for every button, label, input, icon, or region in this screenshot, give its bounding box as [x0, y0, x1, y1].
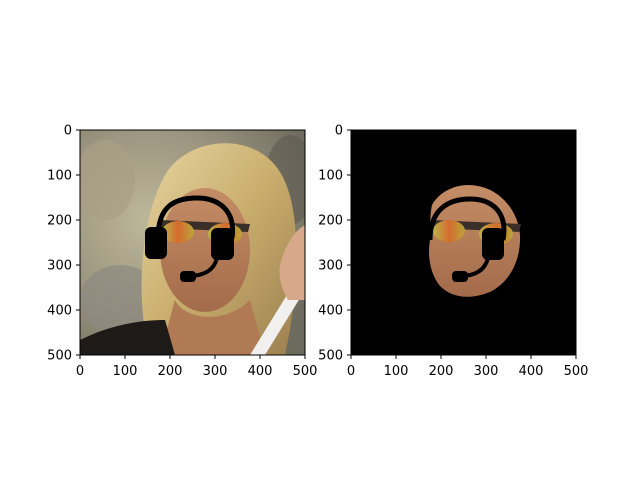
x-tick-label: 500 [293, 364, 318, 379]
x-tick-label: 200 [158, 364, 183, 379]
x-tick-label: 0 [347, 364, 355, 379]
y-tick-label: 0 [335, 124, 343, 139]
x-tick-label: 400 [248, 364, 273, 379]
y-tick-label: 200 [318, 214, 343, 229]
x-tick-label: 300 [203, 364, 228, 379]
x-tick-label: 100 [113, 364, 138, 379]
x-tick-label: 100 [384, 364, 409, 379]
y-tick-label: 500 [318, 349, 343, 364]
y-tick-label: 200 [47, 214, 72, 229]
y-tick-label: 400 [47, 304, 72, 319]
right-axes-frame [350, 129, 577, 356]
right-image [351, 130, 576, 355]
y-tick-label: 300 [318, 259, 343, 274]
x-tick-label: 300 [474, 364, 499, 379]
y-tick-label: 300 [47, 259, 72, 274]
left-axes-frame [79, 129, 306, 356]
x-tick-label: 200 [429, 364, 454, 379]
y-tick-label: 100 [47, 169, 72, 184]
y-tick-label: 400 [318, 304, 343, 319]
left-image [80, 130, 305, 355]
x-tick-label: 500 [564, 364, 589, 379]
x-tick-label: 400 [519, 364, 544, 379]
y-tick-label: 0 [64, 124, 72, 139]
y-tick-label: 500 [47, 349, 72, 364]
y-tick-label: 100 [318, 169, 343, 184]
x-tick-label: 0 [76, 364, 84, 379]
